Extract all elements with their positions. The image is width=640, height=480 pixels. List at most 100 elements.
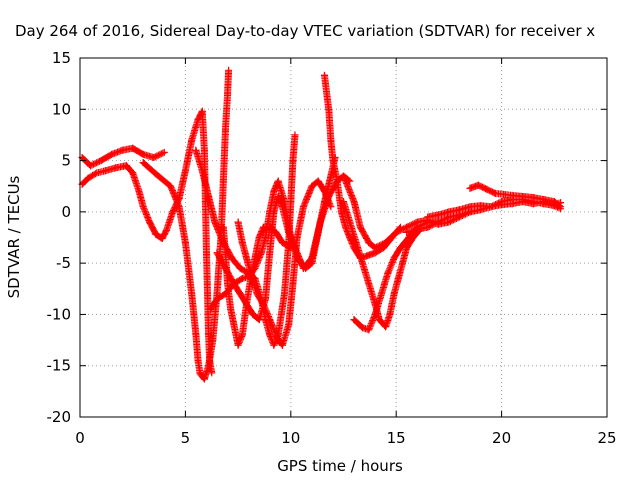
data-point — [219, 223, 227, 231]
data-point — [224, 90, 232, 98]
data-point — [205, 362, 213, 370]
data-point — [270, 208, 278, 216]
data-point — [390, 254, 398, 262]
data-points-layer — [78, 66, 565, 383]
data-point — [234, 341, 242, 349]
data-point — [236, 290, 244, 298]
data-point — [550, 198, 558, 206]
data-point — [257, 249, 265, 257]
plot-frame — [79, 57, 608, 418]
data-point — [181, 167, 189, 175]
data-point — [188, 290, 196, 298]
data-point — [188, 136, 196, 144]
data-point — [325, 193, 333, 200]
data-point — [424, 213, 432, 221]
data-point — [365, 239, 373, 247]
data-point — [112, 164, 120, 172]
data-point — [108, 150, 116, 158]
data-point — [224, 280, 232, 288]
y-tick-label: 10 — [52, 100, 71, 118]
data-point — [285, 239, 293, 247]
data-point — [135, 187, 143, 195]
data-point — [337, 208, 345, 216]
data-point — [327, 172, 335, 180]
y-tick-label: 0 — [61, 203, 71, 221]
data-point — [519, 193, 527, 200]
y-tick-label: -10 — [47, 305, 72, 323]
data-point — [243, 254, 250, 262]
data-point — [194, 357, 202, 365]
data-point — [396, 244, 404, 252]
data-point — [396, 223, 404, 231]
data-point — [287, 198, 295, 206]
data-point — [371, 244, 379, 252]
data-point — [200, 146, 208, 154]
x-tick-label: 20 — [492, 429, 511, 447]
data-point — [434, 211, 442, 219]
data-point — [270, 187, 278, 195]
data-point — [270, 341, 278, 349]
data-point — [175, 203, 183, 211]
data-point — [278, 341, 286, 349]
x-tick-label: 15 — [387, 429, 406, 447]
data-point — [340, 172, 347, 180]
data-point — [352, 239, 360, 247]
data-point — [508, 200, 516, 208]
data-point — [203, 249, 210, 257]
data-point — [139, 159, 147, 167]
data-point — [382, 323, 390, 331]
data-point — [222, 126, 229, 134]
data-point — [200, 375, 208, 383]
data-point — [308, 182, 316, 190]
data-point — [363, 252, 371, 260]
data-point — [350, 316, 358, 324]
data-point — [346, 177, 354, 185]
data-point — [198, 167, 206, 175]
data-point — [289, 280, 297, 288]
data-point — [219, 239, 227, 247]
data-point — [181, 239, 189, 247]
data-point — [278, 239, 286, 247]
data-point — [255, 234, 263, 241]
data-point — [299, 203, 307, 211]
data-point — [308, 254, 316, 262]
data-point — [281, 290, 288, 298]
data-point — [445, 208, 453, 216]
data-point — [365, 280, 373, 288]
data-point — [169, 208, 177, 216]
data-point — [384, 269, 392, 277]
data-point — [340, 198, 347, 206]
data-point — [249, 310, 257, 318]
data-point — [194, 116, 202, 123]
data-point — [259, 223, 267, 231]
data-point — [413, 218, 421, 226]
y-tick-label: -5 — [56, 254, 71, 272]
y-tick-label: -15 — [47, 357, 72, 375]
data-point — [205, 331, 213, 339]
data-point — [321, 71, 328, 79]
x-tick-label: 25 — [597, 429, 616, 447]
data-point — [287, 244, 295, 252]
data-point — [196, 370, 204, 378]
y-tick-label: 5 — [61, 152, 71, 170]
chart-title: Day 264 of 2016, Sidereal Day-to-day VTE… — [15, 22, 595, 40]
data-point — [287, 234, 295, 241]
data-point — [222, 264, 229, 272]
data-point — [162, 226, 170, 234]
data-point — [243, 300, 250, 308]
data-point — [405, 234, 413, 241]
data-point — [392, 228, 400, 236]
data-point — [386, 310, 394, 318]
data-point — [498, 201, 506, 209]
data-point — [222, 290, 229, 298]
data-point — [97, 157, 105, 165]
data-point — [207, 305, 215, 313]
data-point — [175, 195, 183, 202]
data-point — [225, 66, 233, 74]
data-point — [434, 218, 442, 226]
data-point — [346, 234, 354, 241]
data-point — [285, 228, 293, 236]
data-point — [359, 259, 366, 267]
data-point — [380, 244, 388, 252]
data-point — [129, 169, 137, 177]
